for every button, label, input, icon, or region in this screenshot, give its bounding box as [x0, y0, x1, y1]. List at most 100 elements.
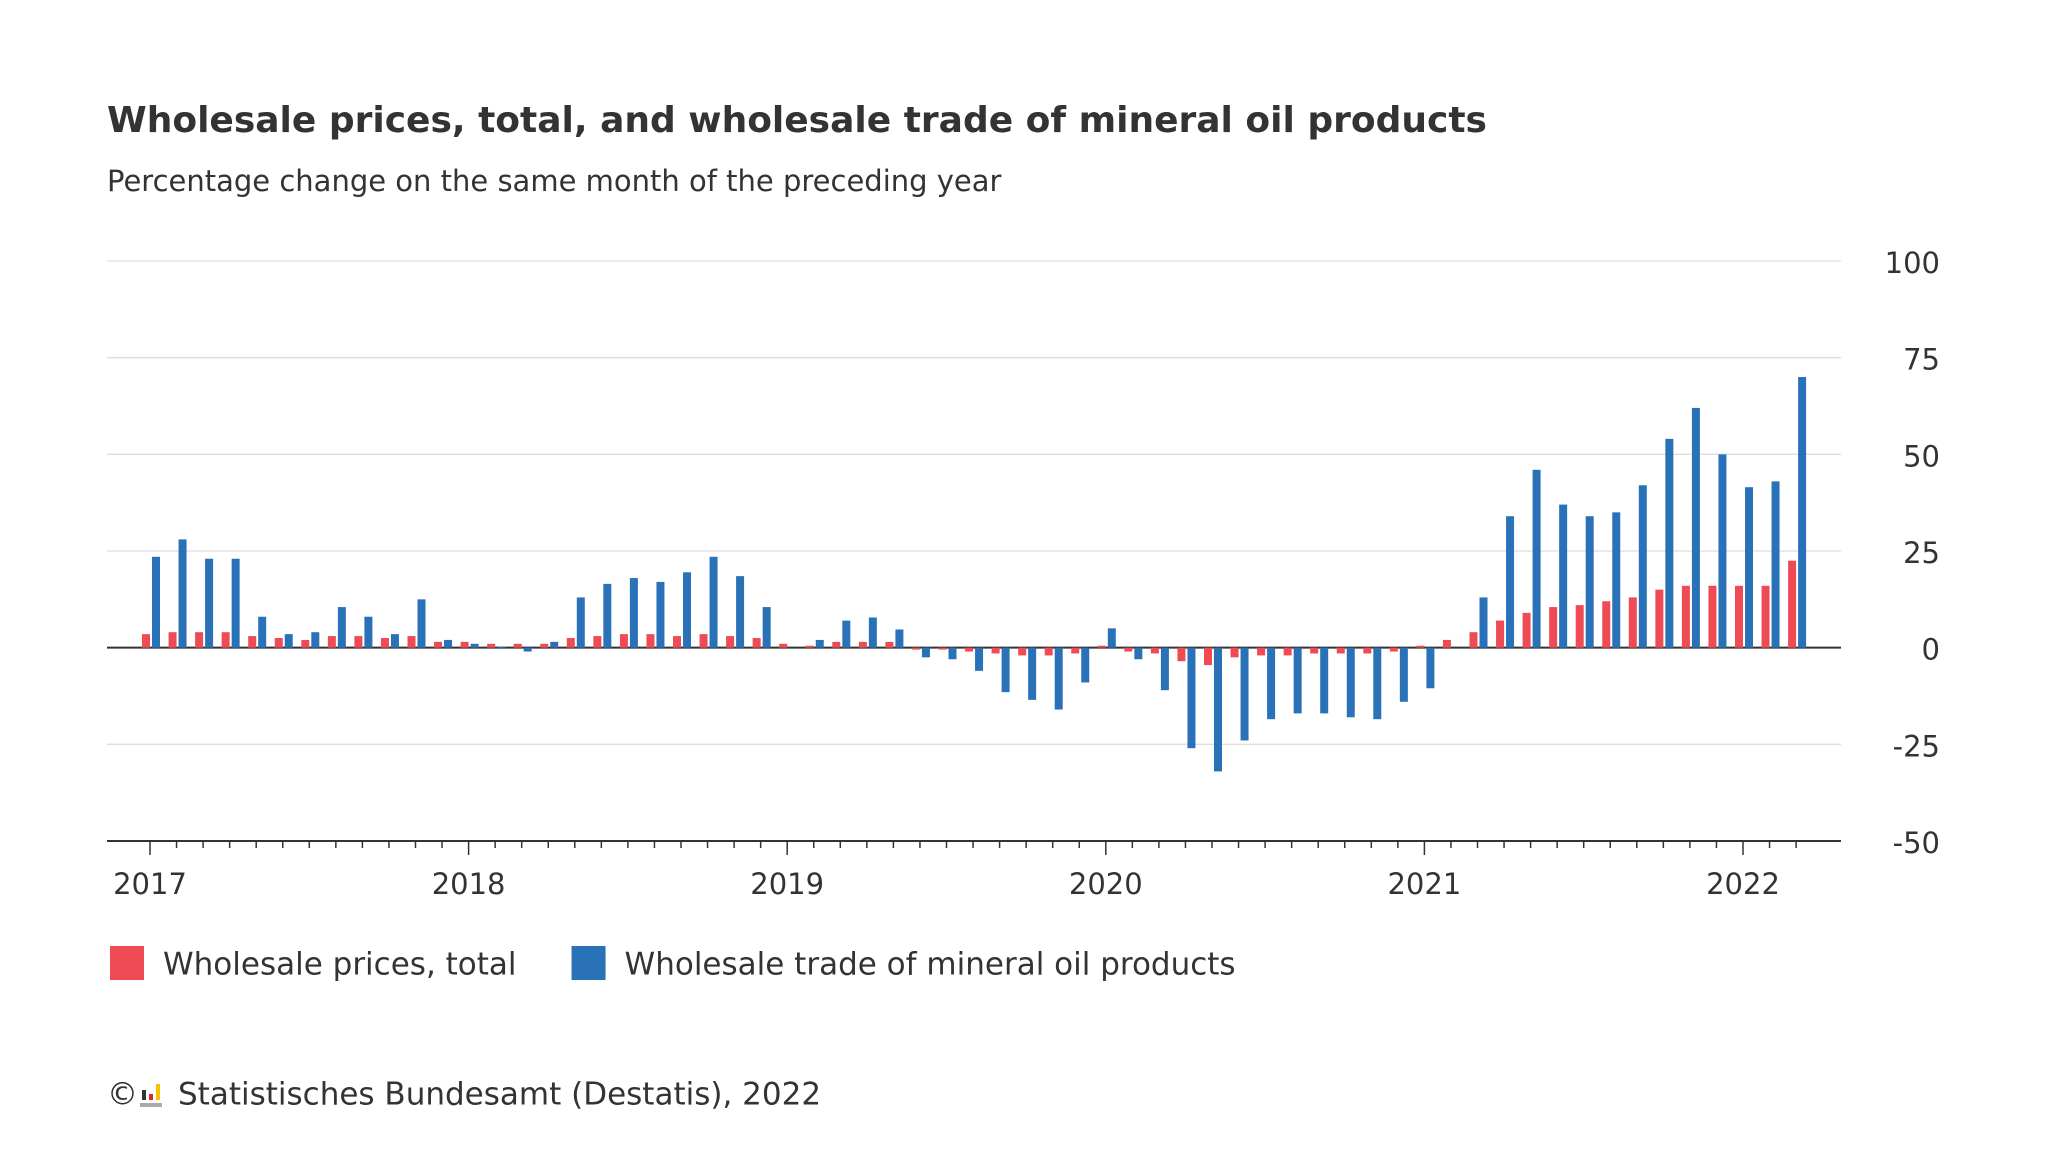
legend-swatch — [110, 946, 144, 980]
bar — [1214, 647, 1222, 772]
bar — [284, 634, 293, 648]
bar — [1283, 647, 1292, 656]
x-tick-label: 2019 — [750, 867, 824, 901]
bar — [1798, 377, 1807, 648]
bar — [178, 539, 187, 648]
bar — [407, 636, 416, 648]
bar — [1602, 601, 1611, 648]
y-tick-label: 75 — [1903, 343, 1940, 377]
chart-title: Wholesale prices, total, and wholesale t… — [107, 100, 1487, 141]
bar — [1257, 647, 1266, 656]
bar — [1267, 647, 1276, 720]
bar — [1346, 647, 1355, 718]
bar — [1071, 647, 1080, 654]
bar — [1655, 589, 1664, 648]
bar — [726, 636, 735, 648]
bar — [1240, 647, 1249, 741]
x-tick-label: 2018 — [432, 867, 506, 901]
bar — [1160, 647, 1169, 691]
bar — [1028, 647, 1037, 700]
bar — [470, 643, 479, 648]
bar — [1718, 454, 1727, 648]
bar — [603, 583, 612, 648]
bar — [911, 647, 920, 650]
bar — [311, 632, 320, 648]
bar — [736, 576, 745, 648]
bar — [1575, 605, 1584, 648]
y-tick-label: 25 — [1903, 536, 1940, 570]
bar — [1681, 585, 1690, 648]
x-tick-label: 2021 — [1387, 867, 1461, 901]
x-tick-label: 2022 — [1706, 867, 1780, 901]
bar — [460, 641, 469, 648]
bar — [699, 634, 708, 648]
bar — [619, 634, 628, 648]
y-tick-label: 0 — [1922, 633, 1940, 667]
bar — [1044, 647, 1053, 656]
legend-label: Wholesale trade of mineral oil products — [625, 947, 1236, 983]
bar — [231, 558, 240, 648]
bar — [1001, 647, 1010, 693]
bar — [1320, 647, 1329, 714]
bar — [1107, 628, 1116, 648]
bar — [1426, 647, 1435, 689]
bar — [805, 645, 814, 648]
bar — [327, 636, 336, 648]
bar — [168, 632, 177, 648]
bar — [629, 578, 638, 648]
bar — [1187, 647, 1196, 749]
bar — [1124, 647, 1133, 652]
bar — [868, 617, 877, 648]
bar — [434, 641, 443, 648]
bar — [1549, 607, 1558, 648]
bar — [683, 572, 691, 648]
bar — [1373, 647, 1382, 720]
bar — [965, 647, 974, 652]
bar — [1788, 560, 1797, 648]
bar — [1389, 647, 1398, 652]
bar — [1496, 620, 1505, 648]
bar — [709, 556, 718, 648]
bar — [274, 638, 283, 648]
logo — [140, 1084, 162, 1107]
bar — [1230, 647, 1239, 658]
bar — [513, 643, 522, 648]
bar — [1735, 585, 1743, 648]
bar — [1638, 485, 1647, 648]
bar — [550, 641, 559, 648]
bar — [1097, 645, 1106, 648]
bar — [752, 638, 761, 648]
bar — [1204, 647, 1212, 666]
bar — [221, 632, 230, 648]
bar — [364, 616, 373, 648]
y-tick-label: -50 — [1893, 826, 1940, 860]
source: Statistisches Bundesamt (Destatis), 2022 — [178, 1077, 821, 1113]
bar — [1150, 647, 1159, 654]
bar — [248, 636, 257, 648]
bar — [895, 629, 904, 648]
y-tick-label: 100 — [1885, 246, 1940, 280]
bar — [842, 620, 851, 648]
x-tick-label: 2017 — [113, 867, 187, 901]
legend-swatch — [571, 946, 606, 980]
bar — [656, 581, 665, 648]
bar — [142, 634, 150, 648]
bar — [1177, 647, 1186, 662]
bar — [1399, 647, 1408, 702]
bar — [444, 639, 453, 648]
bar — [1665, 438, 1674, 648]
bar — [1745, 487, 1753, 648]
bar — [762, 607, 771, 648]
bar — [938, 647, 947, 650]
bar — [1771, 481, 1780, 648]
bar — [1691, 407, 1700, 648]
bar — [1506, 516, 1515, 648]
bar — [1134, 647, 1143, 660]
bar — [1559, 504, 1568, 648]
bar — [417, 599, 426, 648]
bar — [258, 616, 267, 648]
bar — [832, 641, 841, 648]
bar — [1761, 585, 1770, 648]
bar — [779, 643, 788, 648]
